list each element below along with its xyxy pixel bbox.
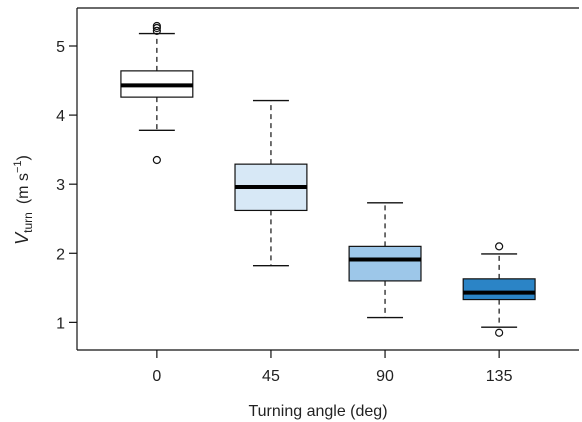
y-tick-label: 5 (56, 39, 65, 56)
box-iqr (462, 278, 536, 301)
x-axis-label: Turning angle (deg) (248, 403, 387, 420)
outlier-point (495, 328, 504, 337)
y-axis-subscript: turn (21, 212, 35, 233)
y-axis-unit-exponent: −1 (12, 160, 24, 173)
x-tick-label: 0 (152, 368, 161, 385)
outlier-point (152, 21, 161, 31)
box-iqr (348, 245, 422, 282)
y-tick-label: 4 (56, 108, 65, 125)
y-axis-unit-close: ) (15, 155, 32, 160)
box-group (462, 242, 536, 337)
box-group (348, 202, 422, 319)
y-axis-unit: (m s (15, 173, 32, 204)
box-group (234, 99, 308, 267)
y-tick-label: 1 (56, 315, 65, 332)
outlier-point (495, 242, 504, 251)
x-tick-label: 90 (376, 368, 394, 385)
outlier-point (152, 155, 161, 165)
x-tick-label: 45 (262, 368, 280, 385)
y-tick-label: 2 (56, 246, 65, 263)
boxplot-marks (120, 21, 536, 337)
y-tick-label: 3 (56, 177, 65, 194)
box-group (120, 21, 194, 165)
outlier-point (152, 26, 161, 35)
y-axis-symbol: V (12, 231, 32, 245)
x-tick-label: 135 (486, 368, 513, 385)
y-axis-label: Vturn (m s−1) (12, 155, 35, 245)
